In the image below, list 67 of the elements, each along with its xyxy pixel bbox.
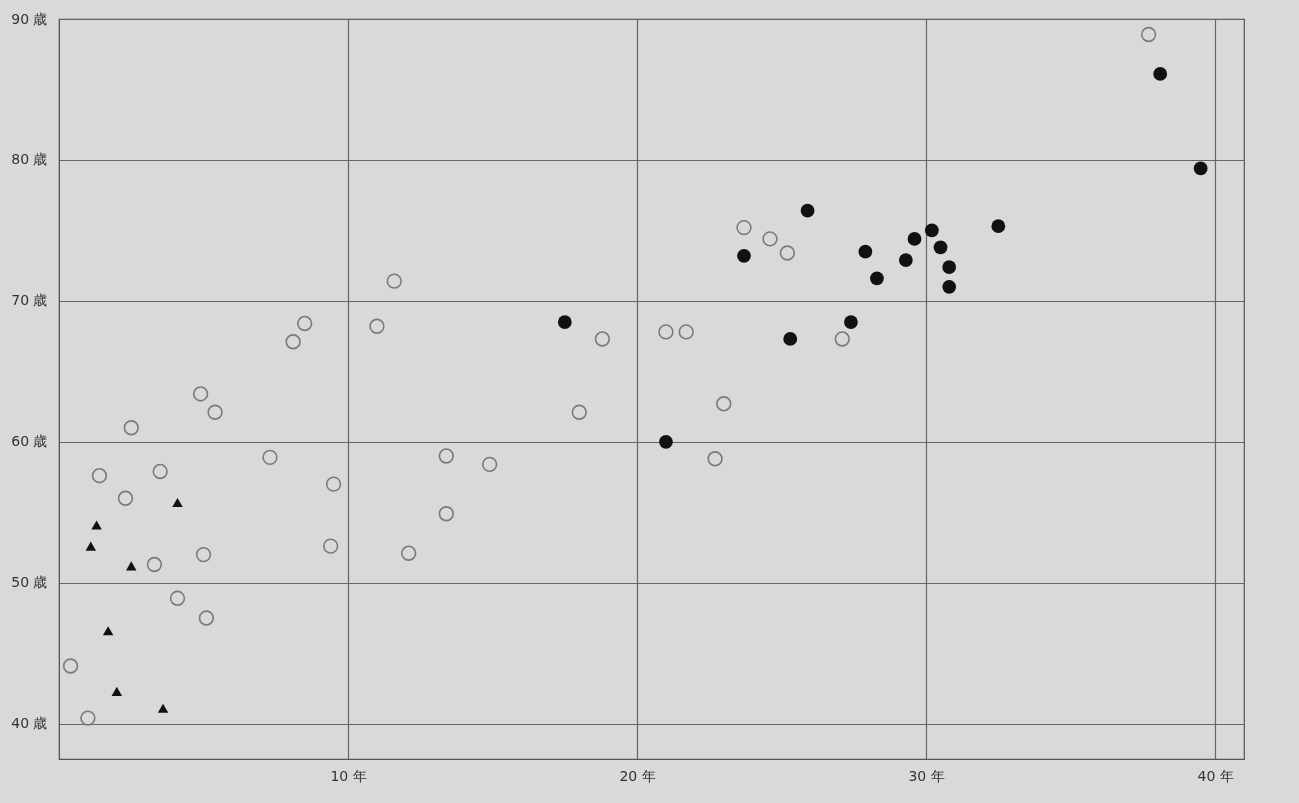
- point: [91, 468, 108, 484]
- point: [146, 556, 163, 573]
- y-tick-label: 60 歳: [11, 433, 48, 450]
- point: [844, 315, 858, 329]
- point: [438, 448, 454, 464]
- point: [898, 253, 913, 267]
- point: [1140, 26, 1157, 43]
- point: [285, 334, 301, 350]
- point: [942, 260, 957, 274]
- point: [1153, 67, 1168, 81]
- point: [117, 490, 134, 506]
- point: [195, 546, 212, 563]
- point: [571, 404, 587, 420]
- point: [325, 476, 342, 492]
- point: [736, 219, 752, 236]
- point: [172, 497, 183, 508]
- point: [207, 404, 223, 420]
- point: [481, 456, 498, 473]
- y-tick-label: 90 歳: [11, 10, 48, 27]
- x-tick-label: 10 年: [330, 767, 367, 784]
- point: [1193, 161, 1208, 176]
- point: [192, 386, 209, 402]
- point: [296, 315, 313, 332]
- point: [779, 245, 796, 261]
- point: [907, 232, 922, 246]
- x-tick-label: 30 年: [908, 767, 945, 784]
- point: [933, 240, 948, 255]
- point: [870, 271, 884, 286]
- x-tick-label: 40 年: [1197, 767, 1234, 784]
- point: [594, 331, 611, 347]
- point: [942, 279, 957, 294]
- point: [386, 273, 402, 289]
- point: [991, 219, 1006, 234]
- y-tick-label: 50 歳: [11, 574, 48, 591]
- point: [62, 658, 79, 674]
- point: [169, 590, 186, 606]
- point: [716, 396, 732, 412]
- y-tick-label: 70 歳: [11, 292, 48, 309]
- point: [438, 506, 454, 522]
- point: [262, 449, 278, 466]
- point: [762, 231, 778, 247]
- point: [707, 451, 723, 467]
- point: [111, 686, 123, 696]
- point: [800, 203, 815, 218]
- point: [102, 626, 114, 636]
- point: [401, 545, 417, 561]
- point: [123, 420, 139, 436]
- point: [557, 315, 572, 329]
- point: [783, 332, 798, 346]
- point: [85, 541, 97, 551]
- point: [369, 318, 385, 334]
- point: [322, 538, 339, 554]
- point: [658, 324, 674, 340]
- point: [678, 324, 694, 340]
- point: [198, 610, 215, 626]
- point: [152, 463, 168, 480]
- point: [659, 434, 673, 449]
- x-tick-label: 20 年: [619, 767, 656, 784]
- y-tick-label: 80 歳: [11, 151, 48, 168]
- y-tick-label: 40 歳: [11, 715, 48, 732]
- point: [858, 244, 873, 259]
- point: [834, 331, 850, 347]
- point: [924, 223, 939, 238]
- point: [80, 710, 96, 726]
- point: [91, 520, 102, 530]
- point: [157, 703, 169, 713]
- point: [737, 248, 751, 263]
